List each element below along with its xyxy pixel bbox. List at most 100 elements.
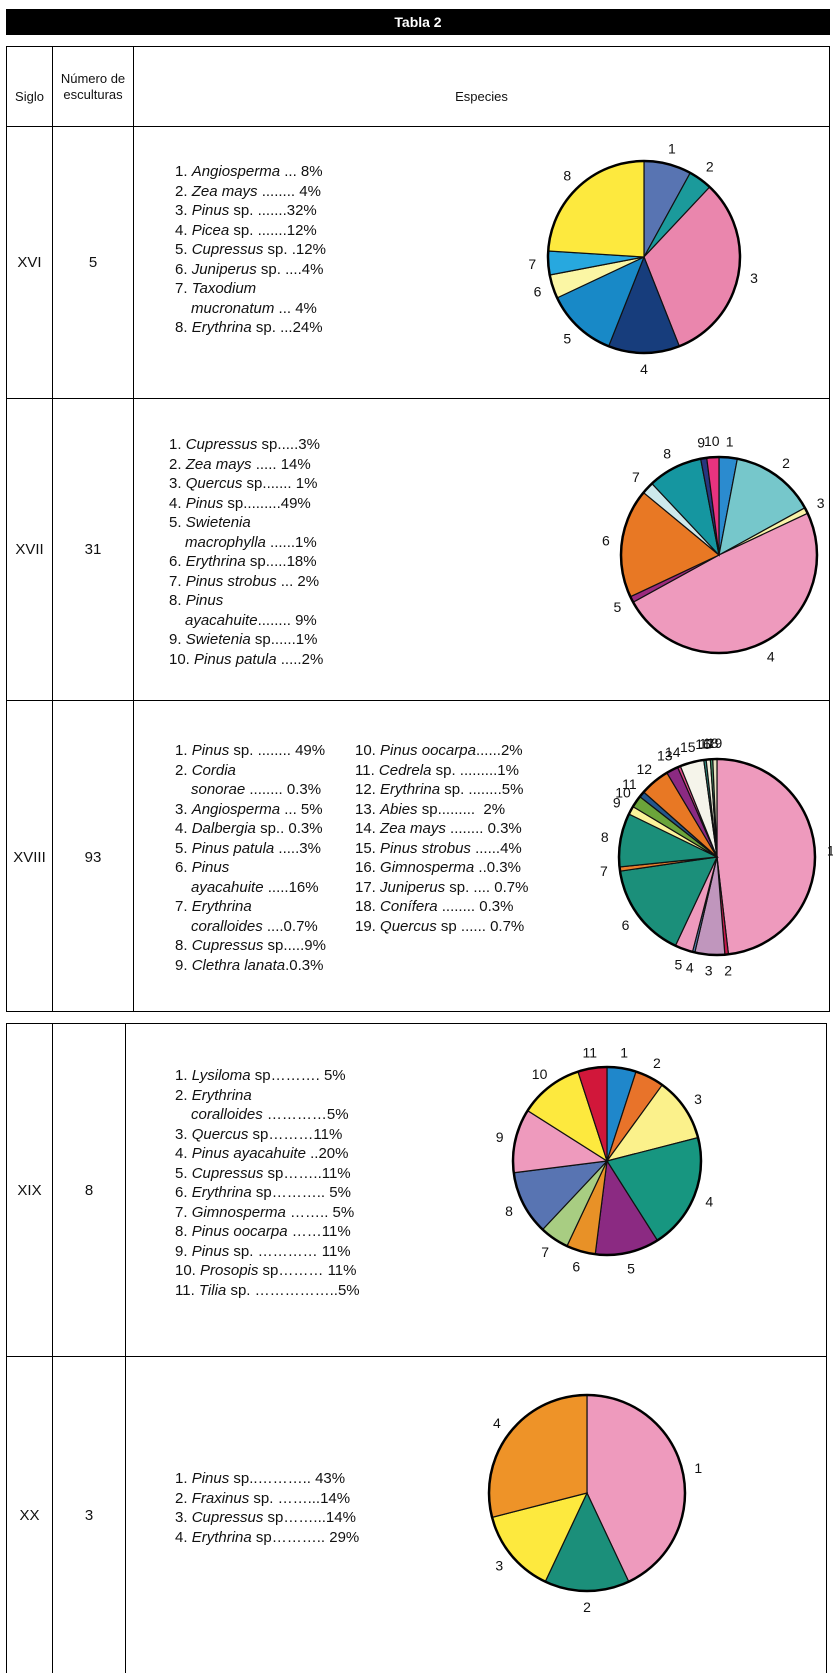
species-percent: sp. ...24%	[251, 319, 323, 336]
species-name: Cupressus	[191, 937, 264, 954]
pie-slice-label: 5	[614, 599, 622, 615]
species-item: 7. Gimnosperma …….. 5%	[175, 1203, 360, 1223]
pie-outline	[546, 159, 742, 355]
species-number: 10.	[355, 742, 381, 759]
species-percent: sp……… 11%	[258, 1262, 357, 1279]
species-percent: ... 4%	[274, 299, 317, 317]
species-name: Pinus ayacahuite	[191, 1145, 306, 1162]
pie-slice-label: 16	[695, 736, 711, 752]
species-number: 11.	[175, 1281, 199, 1299]
species-name: Gimnosperma	[191, 1203, 286, 1221]
header-especies: Especies	[455, 88, 508, 104]
species-item: 8. Pinus	[169, 591, 323, 611]
species-item: macrophylla ......1%	[169, 533, 323, 553]
species-number: 7.	[175, 1203, 192, 1221]
species-item: 9. Clethra lanata.0.3%	[175, 956, 326, 976]
species-item: 3. Quercus sp………11%	[175, 1125, 360, 1145]
pie-slice-label: 4	[705, 1194, 713, 1210]
species-name: ayacahuite	[191, 878, 264, 896]
species-name: macrophylla	[185, 533, 266, 551]
species-percent: .....2%	[276, 650, 324, 668]
species-number: 4.	[169, 494, 186, 512]
species-name: Angiosperma	[191, 800, 281, 818]
siglo-cell: XIX	[17, 1181, 42, 1199]
species-item: ayacahuite .....16%	[175, 878, 326, 898]
species-percent: sp……..11%	[263, 1164, 351, 1182]
species-number: 9.	[175, 1242, 192, 1260]
row-xx: XX 3 1. Pinus sp..……….. 43% 2. Fraxinus s…	[7, 1356, 826, 1674]
species-number: 2.	[175, 761, 192, 779]
species-item: 3. Quercus sp....... 1%	[169, 474, 323, 494]
species-name: Pinus	[185, 494, 224, 512]
species-number: 2.	[175, 182, 192, 200]
pie-slice-label: 7	[632, 469, 640, 485]
species-name: Lysiloma	[191, 1067, 251, 1084]
species-item: 4. Dalbergia sp.. 0.3%	[175, 819, 326, 839]
species-number: 6.	[175, 859, 192, 876]
species-percent: sp………11%	[248, 1125, 343, 1143]
species-percent: sp. .... 0.7%	[445, 878, 529, 896]
species-item: 2. Erythrina	[175, 1086, 360, 1106]
row-xviii: XVIII 93 1. Pinus sp. ........ 49% 2. Cor…	[7, 700, 833, 1013]
species-number: 3.	[169, 475, 186, 492]
species-name: Pinus oocarpa	[380, 742, 476, 759]
species-number: 5.	[175, 1164, 192, 1182]
species-item: 9. Swietenia sp......1%	[169, 630, 323, 650]
pie-slice-label: 12	[637, 761, 653, 777]
pie-slice-label: 1	[726, 434, 734, 450]
column-divider	[52, 47, 53, 1011]
pie-slice-label: 7	[600, 863, 608, 879]
species-number: 3.	[175, 1509, 192, 1526]
species-number: 4.	[175, 1145, 192, 1162]
species-item: 15. Pinus strobus ......4%	[355, 839, 528, 859]
species-name: Dalbergia	[191, 820, 256, 837]
species-percent: ........ 0.3%	[445, 820, 522, 837]
species-name: Pinus strobus	[185, 572, 277, 590]
species-number: 2.	[175, 1489, 192, 1507]
column-divider	[125, 1024, 126, 1673]
species-name: coralloides	[191, 1106, 263, 1123]
species-item: 4. Pinus sp.........49%	[169, 494, 323, 514]
species-name: Cupressus	[185, 436, 258, 453]
species-percent: sp……….. 29%	[251, 1528, 360, 1546]
species-percent: ... 2%	[276, 572, 320, 590]
species-percent: sp. ....4%	[256, 260, 324, 278]
pie-slice-label: 2	[653, 1055, 661, 1071]
species-name: Pinus	[191, 1470, 230, 1487]
species-name: Quercus	[380, 917, 437, 935]
species-percent: ........ 0.3%	[245, 781, 322, 798]
species-item: sonorae ........ 0.3%	[175, 780, 326, 800]
species-percent: sp.....9%	[263, 937, 326, 954]
species-list: 1. Cupressus sp.....3% 2. Zea mays ..... …	[169, 435, 323, 669]
species-percent: ........ 9%	[257, 611, 317, 629]
species-item: 11. Cedrela sp. .........1%	[355, 761, 528, 781]
pie-slice-label: 2	[724, 962, 732, 978]
pie-slice-label: 11	[622, 776, 637, 792]
species-number: 14.	[355, 820, 381, 837]
species-name: Erythrina	[185, 553, 246, 570]
species-percent: ......2%	[475, 742, 523, 759]
species-item: 12. Erythrina sp. ........5%	[355, 780, 528, 800]
species-percent: sp..……….. 43%	[229, 1470, 346, 1487]
species-percent: ..0.3%	[474, 859, 521, 876]
species-name: ayacahuite	[185, 611, 258, 629]
species-percent: sp.....3%	[257, 436, 320, 453]
species-name: Pinus oocarpa	[191, 1223, 288, 1240]
pie-slice-label: 5	[675, 956, 683, 972]
header-siglo: Siglo	[15, 88, 44, 104]
species-item: 1. Pinus sp. ........ 49%	[175, 741, 326, 761]
species-item: 3. Pinus sp. .......32%	[175, 201, 326, 221]
pie-chart: 1 2 3 4 5 6 7 8	[528, 141, 758, 378]
species-percent: sp………. 5%	[250, 1067, 346, 1084]
species-name: Pinus	[185, 592, 224, 609]
species-number: 9.	[169, 631, 186, 648]
species-number: 1.	[175, 163, 192, 180]
row-xvii: XVII 31 1. Cupressus sp.....3% 2. Zea may…	[7, 398, 829, 700]
species-name: Erythrina	[191, 1184, 252, 1201]
pie-outline	[617, 757, 817, 957]
species-number: 15.	[355, 839, 381, 857]
species-item: 6. Pinus	[175, 858, 326, 878]
species-item: coralloides ....0.7%	[175, 917, 326, 937]
numero-cell: 93	[84, 848, 102, 866]
pie-slice-label: 4	[767, 649, 775, 665]
